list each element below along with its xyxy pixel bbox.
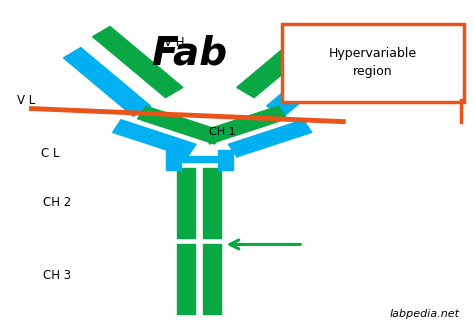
Text: V L: V L xyxy=(17,94,36,107)
Bar xyxy=(165,150,181,170)
Bar xyxy=(203,244,221,314)
Polygon shape xyxy=(267,48,354,116)
Text: C L: C L xyxy=(41,147,59,160)
Polygon shape xyxy=(113,120,196,157)
FancyBboxPatch shape xyxy=(282,24,464,102)
Text: Hypervariable
region: Hypervariable region xyxy=(329,47,417,78)
Polygon shape xyxy=(92,26,183,98)
Polygon shape xyxy=(237,26,327,98)
Bar xyxy=(203,168,221,238)
Text: V H: V H xyxy=(164,36,184,49)
Bar xyxy=(173,156,225,162)
Bar xyxy=(218,150,233,170)
Polygon shape xyxy=(64,48,151,116)
Polygon shape xyxy=(137,106,223,144)
Bar xyxy=(177,168,195,238)
Polygon shape xyxy=(201,106,287,144)
Text: CH 3: CH 3 xyxy=(43,269,72,282)
Polygon shape xyxy=(228,120,312,157)
Text: CH 1: CH 1 xyxy=(209,127,235,137)
Bar xyxy=(177,244,195,314)
Text: Fab: Fab xyxy=(152,35,228,73)
Text: labpedia.net: labpedia.net xyxy=(389,309,459,319)
Text: CH 2: CH 2 xyxy=(43,196,72,209)
